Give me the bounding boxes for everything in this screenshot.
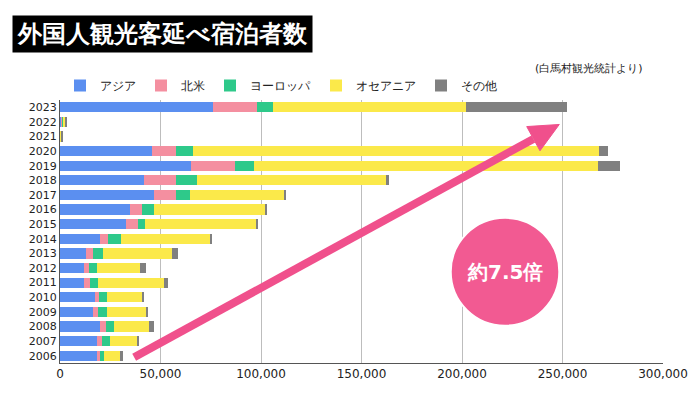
svg-text:300,000: 300,000 — [638, 367, 688, 381]
svg-text:2018: 2018 — [29, 174, 57, 187]
svg-text:2014: 2014 — [29, 233, 57, 246]
svg-text:外国人観光客延べ宿泊者数: 外国人観光客延べ宿泊者数 — [17, 20, 308, 48]
svg-text:2012: 2012 — [29, 262, 57, 275]
svg-text:2007: 2007 — [29, 335, 57, 348]
svg-text:250,000: 250,000 — [538, 367, 588, 381]
svg-text:オセアニア: オセアニア — [356, 79, 416, 93]
svg-text:2006: 2006 — [29, 350, 57, 363]
svg-text:150,000: 150,000 — [337, 367, 387, 381]
svg-text:2008: 2008 — [29, 320, 57, 333]
svg-text:2009: 2009 — [29, 306, 57, 319]
svg-text:2020: 2020 — [29, 145, 57, 158]
svg-text:2011: 2011 — [29, 276, 57, 289]
svg-text:(白馬村観光統計より): (白馬村観光統計より) — [535, 62, 643, 75]
svg-text:アジア: アジア — [100, 79, 136, 93]
svg-text:その他: その他 — [461, 79, 497, 93]
svg-text:2019: 2019 — [29, 160, 57, 173]
svg-text:2022: 2022 — [29, 116, 57, 129]
svg-text:2023: 2023 — [29, 101, 57, 114]
svg-text:2010: 2010 — [29, 291, 57, 304]
svg-text:2017: 2017 — [29, 189, 57, 202]
svg-text:2015: 2015 — [29, 218, 57, 231]
svg-text:100,000: 100,000 — [236, 367, 286, 381]
svg-text:2021: 2021 — [29, 130, 57, 143]
svg-text:ヨーロッパ: ヨーロッパ — [250, 79, 311, 93]
svg-text:0: 0 — [56, 367, 64, 381]
svg-text:北米: 北米 — [181, 79, 205, 93]
svg-text:2016: 2016 — [29, 203, 57, 216]
svg-text:50,000: 50,000 — [140, 367, 182, 381]
svg-text:約7.5倍: 約7.5倍 — [467, 260, 543, 284]
svg-text:2013: 2013 — [29, 247, 57, 260]
svg-text:200,000: 200,000 — [437, 367, 487, 381]
